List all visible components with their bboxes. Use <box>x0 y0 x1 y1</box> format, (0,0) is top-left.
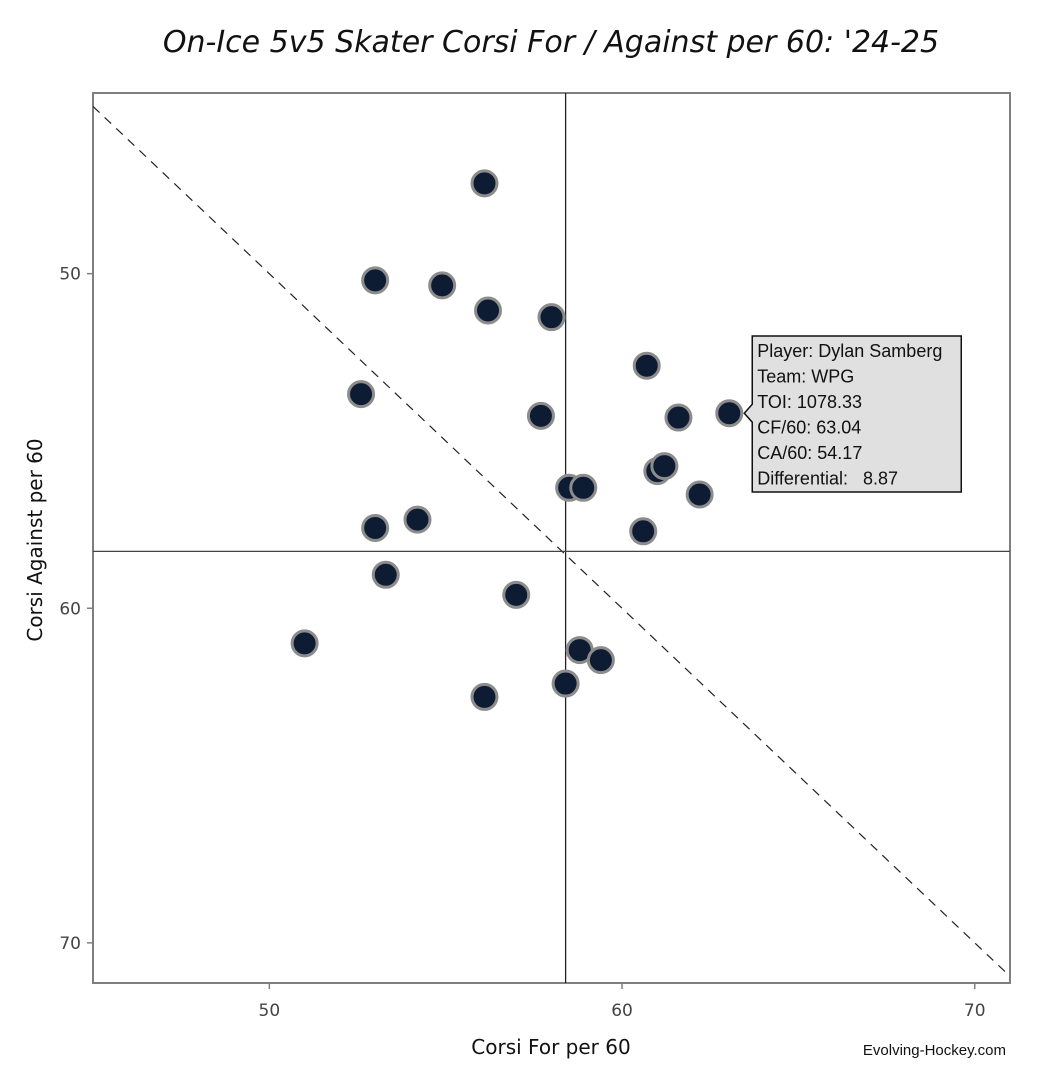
data-point <box>502 580 531 609</box>
data-point <box>586 646 615 675</box>
data-point <box>470 682 499 711</box>
data-point <box>537 303 566 332</box>
data-point <box>347 380 376 409</box>
diagonal-reference-line <box>93 105 1010 977</box>
x-tick-label: 50 <box>259 1001 281 1021</box>
data-point <box>361 266 390 295</box>
y-tick-label: 50 <box>59 265 81 285</box>
credit-text: Evolving-Hockey.com <box>863 1042 1006 1059</box>
data-point <box>526 401 555 430</box>
data-point <box>685 480 714 509</box>
tooltip-line: CA/60: 54.17 <box>757 443 862 463</box>
tooltip-line: Differential: 8.87 <box>757 469 898 489</box>
data-point <box>290 629 319 658</box>
data-point <box>371 560 400 589</box>
hover-tooltip: Player: Dylan Samberg Team: WPG TOI: 1078.… <box>743 335 963 493</box>
data-point <box>428 271 457 300</box>
tooltip-line: Player: Dylan Samberg <box>757 341 942 361</box>
y-axis-label: Corsi Against per 60 <box>23 438 47 641</box>
plot-frame <box>92 92 1011 984</box>
chart-title: On-Ice 5v5 Skater Corsi For / Against pe… <box>163 25 939 60</box>
tooltip-line: Team: WPG <box>757 367 854 387</box>
data-point <box>569 473 598 502</box>
x-tick-label: 60 <box>611 1001 633 1021</box>
y-tick-label: 70 <box>59 934 81 954</box>
plot-area <box>93 93 1010 983</box>
data-point <box>474 296 503 325</box>
tooltip-line: CF/60: 63.04 <box>757 418 861 438</box>
data-point <box>715 399 744 428</box>
data-point <box>664 403 693 432</box>
data-point <box>650 452 679 481</box>
data-point <box>629 517 658 546</box>
x-tick-label: 70 <box>964 1001 986 1021</box>
tooltip-box <box>743 335 963 493</box>
tooltip-line: TOI: 1078.33 <box>757 392 862 412</box>
data-point <box>403 505 432 534</box>
data-point <box>632 351 661 380</box>
data-point <box>361 513 390 542</box>
x-axis-label: Corsi For per 60 <box>471 1035 630 1059</box>
y-tick-label: 60 <box>59 599 81 619</box>
data-point <box>470 169 499 198</box>
data-point <box>551 669 580 698</box>
